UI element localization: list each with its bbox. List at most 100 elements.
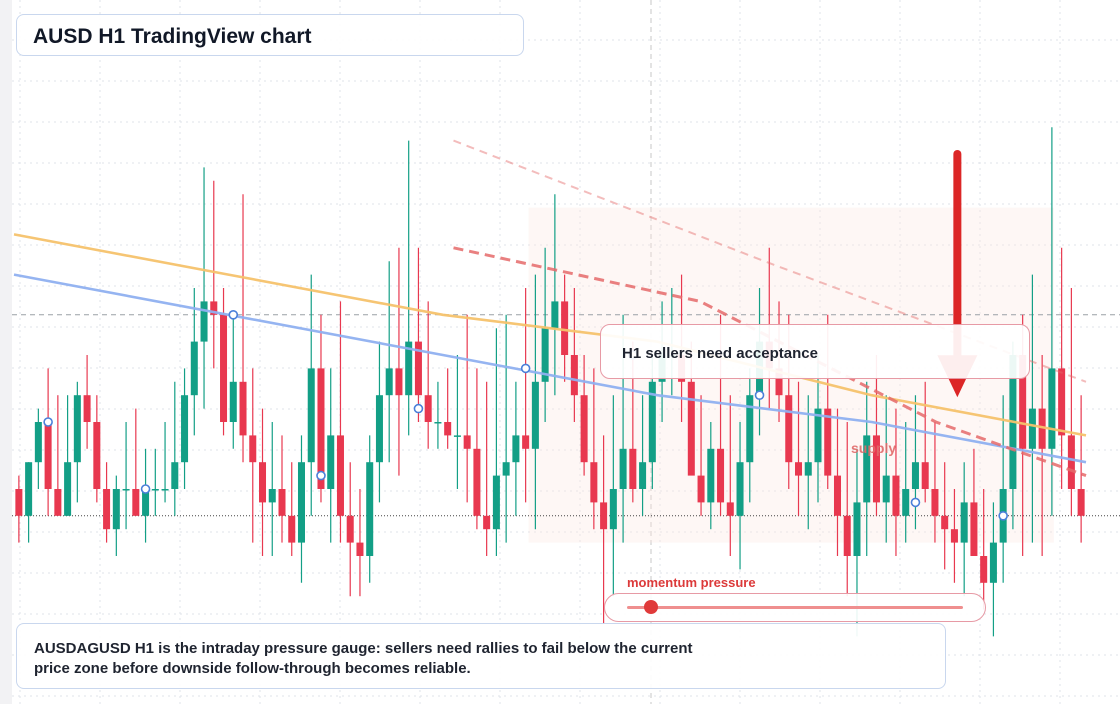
candle-body bbox=[570, 355, 578, 396]
candle bbox=[239, 194, 247, 463]
candle-body bbox=[502, 462, 510, 476]
candle bbox=[278, 435, 286, 543]
candle bbox=[804, 395, 812, 530]
momentum-knob[interactable] bbox=[643, 600, 658, 614]
candle-body bbox=[687, 381, 695, 476]
candle bbox=[639, 395, 647, 516]
candle-body bbox=[629, 448, 637, 489]
candle bbox=[34, 408, 42, 489]
candle bbox=[385, 261, 393, 463]
candle bbox=[375, 341, 383, 503]
candle-body bbox=[200, 301, 208, 342]
signal-marker bbox=[520, 363, 531, 374]
candle bbox=[434, 381, 442, 449]
candle-body bbox=[307, 368, 315, 463]
candle-body bbox=[853, 502, 861, 556]
candle bbox=[892, 408, 900, 556]
candle bbox=[249, 368, 257, 543]
signal-marker bbox=[140, 484, 151, 494]
candle bbox=[814, 355, 822, 503]
candle-body bbox=[522, 435, 530, 449]
candle-body bbox=[44, 422, 52, 489]
candle-body bbox=[814, 408, 822, 463]
candle-body bbox=[395, 368, 403, 396]
candle-body bbox=[989, 542, 997, 583]
candle-body bbox=[1067, 435, 1075, 489]
candle-body bbox=[931, 489, 939, 516]
candle-body bbox=[122, 489, 130, 491]
signal-marker bbox=[228, 309, 239, 320]
candle bbox=[746, 368, 754, 503]
candle-body bbox=[833, 475, 841, 516]
candle bbox=[463, 314, 471, 503]
caption-text: AUSDAGUSD H1 is the intraday pressure ga… bbox=[34, 640, 693, 677]
candle bbox=[103, 462, 111, 543]
candle-body bbox=[473, 448, 481, 516]
candle bbox=[44, 368, 52, 516]
candle-body bbox=[483, 515, 491, 530]
candle-body bbox=[83, 395, 91, 422]
candle bbox=[307, 274, 315, 516]
candle bbox=[473, 368, 481, 530]
candle-body bbox=[151, 489, 159, 491]
momentum-label: momentum pressure bbox=[627, 575, 756, 590]
candle bbox=[551, 194, 559, 396]
candle bbox=[522, 288, 530, 503]
candle bbox=[1048, 127, 1056, 516]
candle bbox=[444, 368, 452, 449]
candle bbox=[297, 435, 305, 583]
candle bbox=[64, 395, 72, 516]
candle-body bbox=[619, 448, 627, 489]
candle bbox=[1038, 355, 1046, 556]
candle bbox=[122, 422, 130, 530]
chart-title: AUSD H1 TradingView chart bbox=[33, 25, 312, 48]
candle bbox=[424, 301, 432, 449]
candle bbox=[327, 368, 335, 543]
candle bbox=[902, 422, 910, 543]
candle-body bbox=[970, 502, 978, 556]
candle bbox=[960, 462, 968, 597]
candle-body bbox=[648, 381, 656, 463]
candle-body bbox=[1038, 408, 1046, 449]
candle-body bbox=[25, 462, 33, 516]
candle-body bbox=[278, 489, 286, 516]
candle-body bbox=[142, 489, 150, 516]
candle-body bbox=[1028, 408, 1036, 449]
candle-body bbox=[112, 489, 120, 530]
candle bbox=[1067, 288, 1075, 516]
candle bbox=[561, 274, 569, 382]
candle-body bbox=[551, 301, 559, 329]
supply-zone-label: supply bbox=[851, 440, 897, 456]
candle-body bbox=[229, 381, 237, 422]
candle-body bbox=[103, 489, 111, 530]
candle-body bbox=[405, 341, 413, 396]
candle-body bbox=[911, 462, 919, 489]
candle-body bbox=[1048, 368, 1056, 449]
candle-body bbox=[785, 395, 793, 463]
candle bbox=[190, 288, 198, 436]
overlay-ema-slow bbox=[13, 273, 1087, 464]
candle-body bbox=[892, 475, 900, 516]
candle bbox=[161, 422, 169, 503]
candle-body bbox=[1019, 355, 1027, 449]
candle bbox=[512, 381, 520, 516]
candle-body bbox=[1077, 489, 1085, 516]
candle bbox=[736, 422, 744, 570]
candle-body bbox=[444, 422, 452, 436]
candle bbox=[609, 395, 617, 597]
signal-marker bbox=[998, 510, 1008, 521]
momentum-slider[interactable] bbox=[604, 593, 986, 622]
candle-body bbox=[697, 475, 705, 503]
candle-body bbox=[882, 475, 890, 503]
candle bbox=[220, 288, 228, 436]
candle-body bbox=[64, 462, 72, 516]
candle-body bbox=[843, 515, 851, 556]
candle-body bbox=[259, 462, 267, 503]
candle bbox=[980, 489, 988, 610]
candle bbox=[25, 462, 33, 543]
candle bbox=[366, 435, 374, 583]
candle bbox=[181, 368, 189, 489]
candle-body bbox=[512, 435, 520, 463]
candle bbox=[931, 422, 939, 543]
